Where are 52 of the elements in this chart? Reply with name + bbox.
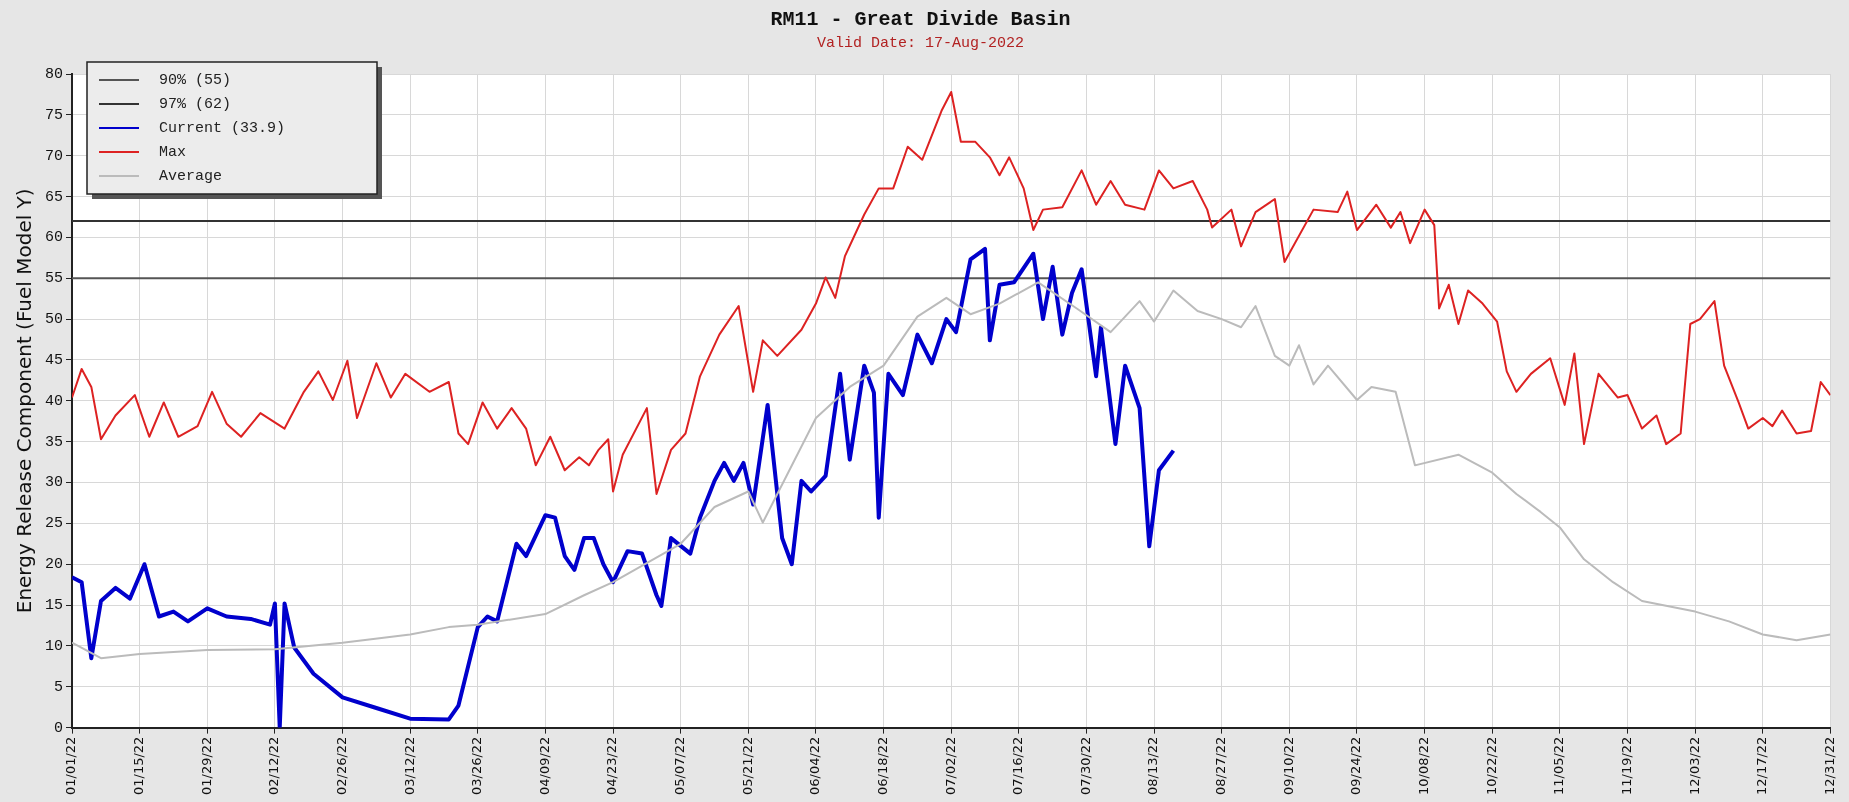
x-tick-label: 07/02/22	[942, 736, 958, 795]
y-tick-label: 60	[44, 229, 63, 247]
y-tick-label: 40	[44, 392, 63, 410]
y-tick-label: 70	[44, 147, 63, 165]
x-tick-label: 11/05/22	[1551, 736, 1567, 795]
y-tick-label: 20	[44, 556, 63, 574]
x-tick-label: 11/19/22	[1618, 736, 1634, 795]
legend-label: Max	[159, 143, 187, 161]
x-tick-label: 10/08/22	[1415, 736, 1431, 795]
x-tick-label: 02/12/22	[266, 736, 282, 795]
legend-label: 97% (62)	[159, 95, 232, 113]
x-tick-label: 05/21/22	[739, 736, 755, 795]
x-tick-label: 04/23/22	[604, 736, 620, 795]
y-axis-title: Energy Release Component (Fuel Model Y)	[12, 188, 37, 614]
x-tick-label: 07/16/22	[1010, 736, 1026, 795]
x-tick-label: 06/18/22	[874, 736, 890, 795]
y-tick-label: 65	[44, 188, 63, 206]
x-tick-label: 01/29/22	[198, 736, 214, 795]
chart-subtitle: Valid Date: 17-Aug-2022	[816, 34, 1025, 52]
y-tick-label: 15	[44, 597, 63, 615]
x-tick-label: 02/26/22	[333, 736, 349, 795]
x-tick-label: 07/30/22	[1077, 736, 1093, 795]
x-tick-label: 01/15/22	[131, 736, 147, 795]
y-tick-label: 35	[44, 433, 63, 451]
x-tick-label: 05/07/22	[672, 736, 688, 795]
y-tick-label: 5	[53, 678, 63, 696]
x-tick-label: 01/01/22	[63, 736, 79, 795]
y-tick-label: 50	[44, 311, 63, 329]
y-tick-label: 75	[44, 106, 63, 124]
x-tick-label: 09/24/22	[1348, 736, 1364, 795]
chart-title: RM11 - Great Divide Basin	[770, 8, 1071, 32]
x-tick-label: 04/09/22	[536, 736, 552, 795]
x-tick-label: 12/31/22	[1821, 736, 1837, 795]
x-tick-label: 08/27/22	[1213, 736, 1229, 795]
y-tick-label: 45	[44, 351, 63, 369]
x-tick-label: 03/26/22	[469, 736, 485, 795]
legend-label: 90% (55)	[159, 71, 232, 89]
legend-label: Average	[159, 167, 223, 185]
x-tick-label: 12/03/22	[1686, 736, 1702, 795]
x-tick-label: 12/17/22	[1754, 736, 1770, 795]
y-tick-label: 30	[44, 474, 63, 492]
x-tick-label: 03/12/22	[401, 736, 417, 795]
x-tick-label: 09/10/22	[1280, 736, 1296, 795]
x-tick-label: 08/13/22	[1145, 736, 1161, 795]
y-tick-label: 25	[44, 515, 63, 533]
y-tick-label: 55	[44, 270, 63, 288]
x-tick-label: 10/22/22	[1483, 736, 1499, 795]
legend-label: Current (33.9)	[159, 119, 286, 137]
y-tick-label: 80	[44, 65, 63, 83]
y-tick-label: 0	[53, 719, 63, 737]
y-tick-label: 10	[44, 637, 63, 655]
x-tick-label: 06/04/22	[807, 736, 823, 795]
